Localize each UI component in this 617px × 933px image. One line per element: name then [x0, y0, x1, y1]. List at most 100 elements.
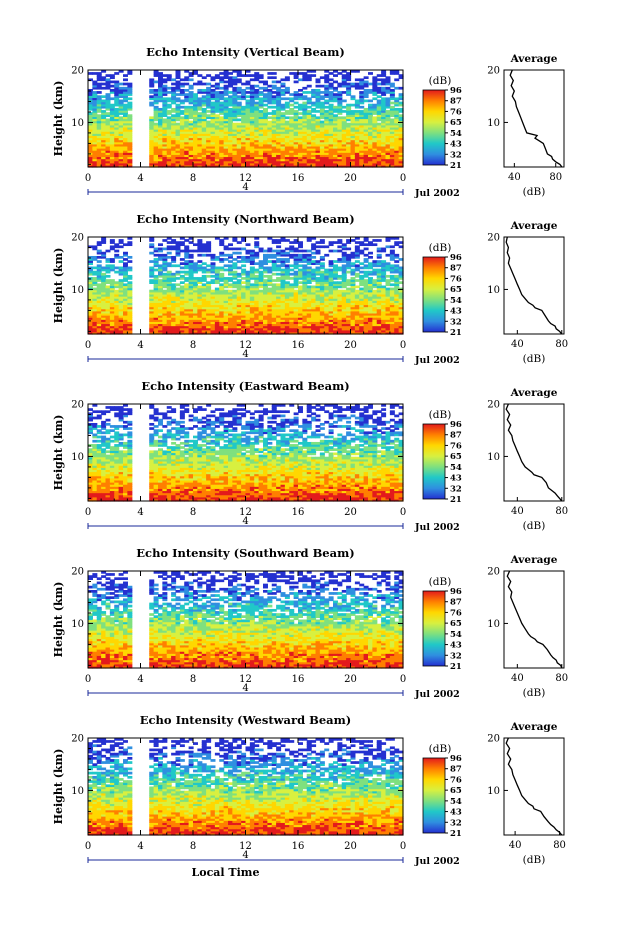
heatmap-cell: [368, 83, 373, 86]
heatmap-cell: [333, 250, 338, 253]
heatmap-cell: [246, 250, 251, 253]
heatmap-cell: [237, 123, 242, 126]
heatmap-cell: [316, 267, 321, 270]
heatmap-cell: [298, 89, 303, 92]
heatmap-cell: [88, 112, 93, 115]
heatmap-cell: [110, 258, 115, 261]
heatmap-cell: [206, 264, 211, 267]
heatmap-cell: [302, 102, 307, 105]
heatmap-cell: [110, 81, 115, 84]
heatmap-cell: [267, 112, 272, 115]
heatmap-cell: [259, 81, 264, 84]
heatmap-cell: [123, 74, 128, 77]
y-axis-label: Height (km): [52, 81, 65, 157]
heatmap-cell: [346, 271, 351, 274]
heatmap-cell: [267, 116, 272, 119]
x-tick-label: 16: [292, 173, 305, 184]
heatmap-cell: [267, 288, 272, 291]
heatmap-cell: [228, 283, 233, 286]
heatmap-cell: [386, 87, 391, 90]
heatmap-cell: [167, 87, 172, 90]
heatmap-cell: [149, 290, 154, 293]
heatmap-cell: [276, 258, 281, 261]
heatmap-cell: [228, 72, 233, 75]
heatmap-cell: [237, 248, 242, 251]
heatmap-cell: [355, 286, 360, 289]
heatmap-cell: [364, 279, 369, 282]
heatmap-cell: [316, 277, 321, 280]
heatmap-cell: [114, 72, 119, 75]
heatmap-cell: [377, 87, 382, 90]
heatmap-cell: [346, 254, 351, 257]
heatmap-cell: [333, 106, 338, 109]
heatmap-cell: [215, 91, 220, 94]
heatmap-cell: [97, 83, 102, 86]
heatmap-cell: [276, 264, 281, 267]
heatmap-cell: [364, 264, 369, 267]
heatmap-cell: [289, 93, 294, 96]
heatmap-cell: [381, 78, 386, 81]
heatmap-cell: [127, 241, 132, 244]
heatmap-cell: [372, 290, 377, 293]
heatmap-cell: [246, 81, 251, 84]
heatmap-cell: [272, 106, 277, 109]
y-tick-label: 10: [71, 118, 84, 129]
heatmap-cell: [372, 104, 377, 107]
heatmap-cell: [272, 279, 277, 282]
heatmap-cell: [329, 78, 334, 81]
heatmap-cell: [114, 267, 119, 270]
heatmap-cell: [259, 248, 264, 251]
heatmap-cell: [346, 83, 351, 86]
heatmap-cell: [294, 290, 299, 293]
heatmap-cell: [364, 271, 369, 274]
heatmap-cell: [272, 85, 277, 88]
heatmap-cell: [364, 100, 369, 103]
heatmap-cell: [320, 85, 325, 88]
heatmap-cell: [316, 116, 321, 119]
heatmap-cell: [106, 119, 111, 122]
heatmap-cell: [359, 91, 364, 94]
heatmap-cell: [276, 273, 281, 276]
heatmap-cell: [176, 277, 181, 280]
heatmap-cell: [294, 102, 299, 105]
heatmap-cell: [285, 87, 290, 90]
heatmap-cell: [342, 74, 347, 77]
heatmap-cell: [259, 97, 264, 100]
heatmap-cell: [272, 81, 277, 84]
heatmap-cell: [202, 283, 207, 286]
heatmap-cell: [154, 81, 159, 84]
heatmap-cell: [241, 89, 246, 92]
heatmap-cell: [298, 264, 303, 267]
heatmap-cell: [355, 241, 360, 244]
heatmap-cell: [377, 78, 382, 81]
heatmap-cell: [298, 112, 303, 115]
heatmap-cell: [355, 279, 360, 282]
heatmap-cell: [302, 91, 307, 94]
colorbar-tick-label: 65: [450, 118, 462, 128]
heatmap-cells: [88, 70, 404, 168]
heatmap-cell: [337, 275, 342, 278]
heatmap-cell: [219, 72, 224, 75]
heatmap-cell: [289, 254, 294, 257]
heatmap-cell: [390, 83, 395, 86]
heatmap-cell: [110, 264, 115, 267]
heatmap-cell: [241, 286, 246, 289]
heatmap-cell: [289, 277, 294, 280]
heatmap-cell: [333, 264, 338, 267]
heatmap-cell: [180, 271, 185, 274]
heatmap-cell: [92, 81, 97, 84]
heatmap-cell: [202, 275, 207, 278]
heatmap-cell: [267, 267, 272, 270]
heatmap-cell: [237, 252, 242, 255]
heatmap-cell: [281, 250, 286, 253]
heatmap-cell: [316, 78, 321, 81]
heatmap-cell: [276, 245, 281, 248]
heatmap-cell: [167, 110, 172, 113]
heatmap-cell: [127, 97, 132, 100]
heatmap-cell: [171, 283, 176, 286]
heatmap-cell: [386, 76, 391, 79]
heatmap-cell: [324, 254, 329, 257]
heatmap-cell: [224, 258, 229, 261]
